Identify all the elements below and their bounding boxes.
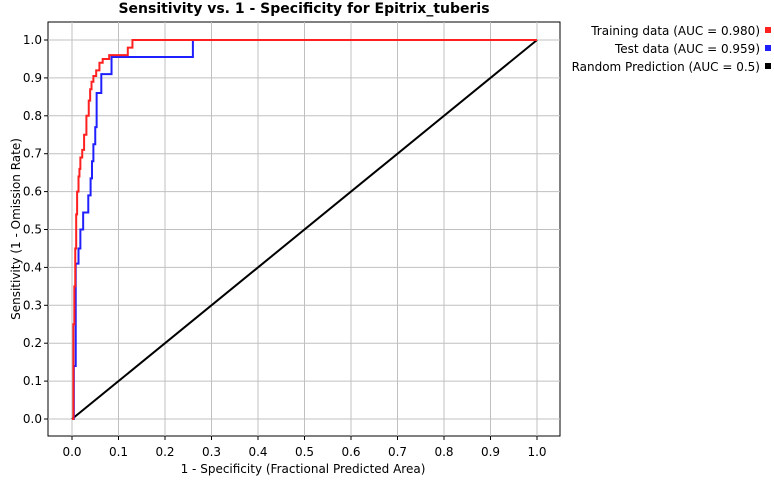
x-tick-label: 0.2 [155, 445, 174, 459]
x-tick-label: 1.0 [527, 445, 546, 459]
x-tick-label: 0.1 [109, 445, 128, 459]
grid-lines [48, 22, 560, 436]
axis-ticks: 0.0 0.1 0.2 0.3 0.4 0.5 0.6 0.7 0.8 0.9 1.0 0.0 0.1 0… [23, 33, 547, 459]
x-tick-label: 0.5 [295, 445, 314, 459]
x-tick-label: 0.7 [388, 445, 407, 459]
series-layer [71, 39, 538, 420]
y-tick-label: 0.7 [23, 147, 42, 161]
x-tick-label: 0.4 [248, 445, 267, 459]
y-tick-label: 0.8 [23, 109, 42, 123]
test-legend-swatch [765, 45, 771, 51]
training-legend-swatch [765, 27, 771, 33]
random-legend-label: Random Prediction (AUC = 0.5) [572, 60, 760, 74]
x-axis-label: 1 - Specificity (Fractional Predicted Ar… [181, 462, 426, 476]
legend: Training data (AUC = 0.980) Test data (AU… [572, 24, 771, 74]
x-tick-label: 0.8 [434, 445, 453, 459]
y-tick-label: 0.6 [23, 185, 42, 199]
test-series-line [72, 39, 537, 420]
x-tick-label: 0.9 [481, 445, 500, 459]
x-tick-label: 0.6 [341, 445, 360, 459]
test-legend-label: Test data (AUC = 0.959) [614, 42, 760, 56]
random-legend-swatch [765, 63, 771, 69]
y-tick-label: 0.5 [23, 223, 42, 237]
y-tick-label: 1.0 [23, 33, 42, 47]
y-tick-label: 0.4 [23, 260, 42, 274]
training-legend-label: Training data (AUC = 0.980) [590, 24, 760, 38]
y-tick-label: 0.3 [23, 298, 42, 312]
x-tick-label: 0.3 [202, 445, 221, 459]
random-series-line [71, 39, 538, 420]
training-series-line [72, 39, 537, 420]
y-tick-label: 0.2 [23, 336, 42, 350]
x-tick-label: 0.0 [62, 445, 81, 459]
y-tick-label: 0.9 [23, 71, 42, 85]
y-tick-label: 0.0 [23, 412, 42, 426]
y-tick-label: 0.1 [23, 374, 42, 388]
chart-title: Sensitivity vs. 1 - Specificity for Epit… [118, 1, 489, 17]
y-axis-label: Sensitivity (1 - Omission Rate) [9, 138, 23, 320]
